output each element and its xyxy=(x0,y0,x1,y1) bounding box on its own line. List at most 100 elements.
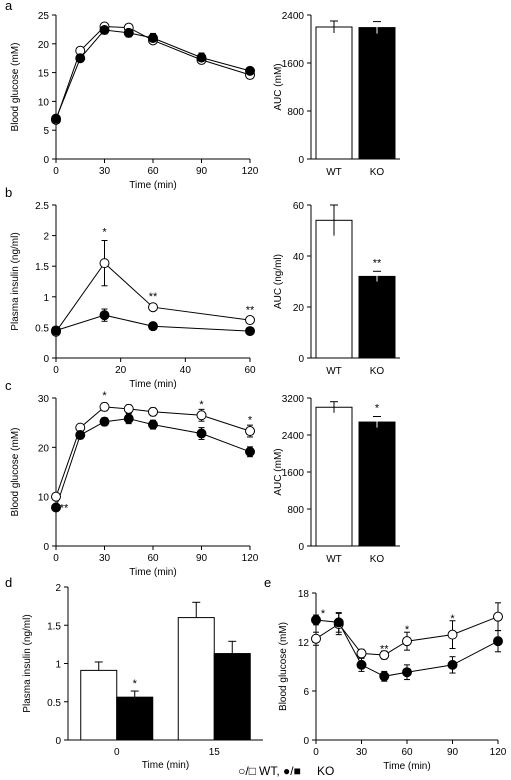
data-point-ko xyxy=(148,321,158,332)
significance-marker: * xyxy=(375,403,380,415)
data-point-wt xyxy=(447,629,458,640)
data-point-ko xyxy=(123,413,134,424)
y-tick-label: 2.5 xyxy=(35,201,49,212)
x-tick-label: 0 xyxy=(53,166,59,177)
series-line-ko xyxy=(55,314,251,332)
y-tick-label: 0 xyxy=(298,155,304,166)
chart-panel-c-bar: 0 800 1600 2400 3200 AUC (mM) WT KO * xyxy=(273,394,400,565)
bar-wt xyxy=(315,26,353,160)
y-tick-label: 1.5 xyxy=(47,621,61,632)
y-tick-label: 1 xyxy=(55,660,61,671)
bar-ko xyxy=(213,653,251,741)
data-point-ko xyxy=(51,113,61,124)
significance-marker: * xyxy=(102,227,107,239)
data-point-wt xyxy=(148,406,158,417)
x-axis-label: Time (min) xyxy=(129,379,176,390)
x-tick-label: 20 xyxy=(115,365,127,376)
chart-panel-a-bar: 0 800 1600 2400 AUC (mM) WT KO xyxy=(273,11,400,178)
y-tick-label: 0.5 xyxy=(47,698,61,709)
x-tick-label: 90 xyxy=(196,553,208,564)
data-point-ko xyxy=(245,326,255,337)
data-point-wt xyxy=(379,650,390,661)
data-point-ko xyxy=(493,636,503,647)
chart-panel-e-line: 0 6 12 18 Blood glucose (mM) 0 30 60 90 120 Time (… xyxy=(264,575,507,772)
x-tick-label: 40 xyxy=(180,365,192,376)
x-tick-label: 120 xyxy=(242,166,259,177)
data-point-ko xyxy=(311,614,321,625)
y-tick-label: 0 xyxy=(43,542,49,553)
bar-wt xyxy=(177,617,215,741)
data-point-ko xyxy=(123,27,134,38)
y-tick-label: 2 xyxy=(43,232,49,243)
y-tick-label: 0 xyxy=(298,542,304,553)
data-point-ko xyxy=(51,502,61,513)
y-tick-label: 20 xyxy=(293,303,305,314)
y-axis-label: Blood glucose (mM) xyxy=(278,622,289,711)
y-tick-label: 10 xyxy=(38,97,50,108)
y-tick-label: 1.5 xyxy=(35,262,49,273)
x-tick-label: 60 xyxy=(147,553,159,564)
data-point-ko xyxy=(447,659,458,670)
data-point-ko xyxy=(356,659,367,670)
x-tick-label: 90 xyxy=(447,747,459,758)
y-tick-label: 1600 xyxy=(282,468,305,479)
data-point-ko xyxy=(99,310,110,321)
x-tick-label: WT xyxy=(326,554,342,565)
x-tick-label: 15 xyxy=(209,747,221,758)
chart-panel-b-bar: 0 20 40 60 AUC (ng/ml) WT KO ** xyxy=(273,201,400,377)
y-tick-label: 0 xyxy=(298,354,304,365)
legend-wt-label: WT, xyxy=(259,764,280,778)
y-tick-label: 5 xyxy=(43,126,49,137)
bar-ko xyxy=(358,421,396,547)
data-point-ko xyxy=(402,667,412,678)
data-point-ko xyxy=(333,617,344,628)
y-tick-label: 18 xyxy=(298,589,310,600)
data-point-wt xyxy=(402,636,412,647)
data-point-ko xyxy=(196,428,207,439)
data-point-ko xyxy=(99,24,110,35)
y-tick-label: 60 xyxy=(293,201,305,212)
y-tick-label: 25 xyxy=(38,11,50,22)
data-point-ko xyxy=(245,65,255,76)
panel-label: c xyxy=(5,378,12,393)
x-axis-label: Time (min) xyxy=(129,567,176,578)
y-tick-label: 800 xyxy=(287,505,304,516)
y-axis-label: Blood glucose (mM) xyxy=(10,43,21,132)
series-line-ko xyxy=(55,418,251,508)
chart-panel-d-bar: 0 0.5 1 1.5 2 Plasma insulin (ng/ml) 0 * 15 Time … xyxy=(5,575,263,771)
y-tick-label: 2 xyxy=(55,583,61,594)
significance-marker: * xyxy=(102,390,107,402)
panel-label: d xyxy=(5,575,12,590)
y-tick-label: 0 xyxy=(43,354,49,365)
significance-marker: ** xyxy=(246,304,255,316)
significance-marker: ** xyxy=(149,291,158,303)
x-tick-label: 30 xyxy=(99,553,111,564)
x-tick-label: 0 xyxy=(53,365,59,376)
data-point-wt xyxy=(99,401,110,412)
y-tick-label: 15 xyxy=(38,69,50,80)
x-tick-label: 30 xyxy=(99,166,111,177)
data-point-ko xyxy=(99,416,110,427)
bar-wt xyxy=(315,219,353,359)
y-tick-label: 12 xyxy=(298,638,310,649)
y-tick-label: 2400 xyxy=(282,11,305,22)
y-tick-label: 0 xyxy=(55,736,61,747)
y-axis-label: Blood glucose (mM) xyxy=(10,428,21,517)
significance-marker: * xyxy=(248,415,253,427)
figure-legend: ○/□ WT, ●/■ KO xyxy=(238,764,334,778)
y-tick-label: 30 xyxy=(38,394,50,405)
panel-label: b xyxy=(5,185,12,200)
x-tick-label: WT xyxy=(326,167,342,178)
data-point-wt xyxy=(196,410,207,421)
chart-panel-c-line: 0 10 20 30 Blood glucose (mM) 0 30 60 90 120 Time … xyxy=(5,378,259,578)
y-tick-label: 0 xyxy=(43,155,49,166)
x-axis-label: Time (min) xyxy=(142,760,189,771)
bar-ko xyxy=(116,696,154,741)
legend-wt-symbols: ○/□ xyxy=(238,764,256,778)
x-tick-label: 60 xyxy=(401,747,413,758)
y-tick-label: 0.5 xyxy=(35,323,49,334)
y-axis-label: AUC (mM) xyxy=(273,63,284,110)
significance-marker: ** xyxy=(373,257,382,269)
x-axis-label: Time (min) xyxy=(383,761,430,772)
